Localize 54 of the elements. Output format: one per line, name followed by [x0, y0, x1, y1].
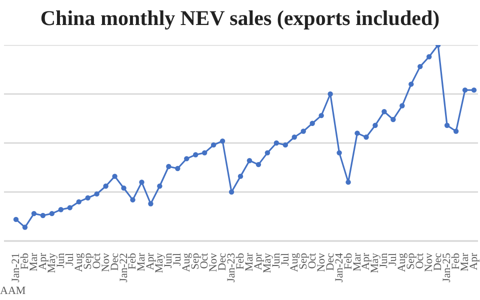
chart-title: China monthly NEV sales (exports included) — [39, 6, 441, 31]
point — [246, 158, 252, 164]
point — [346, 180, 351, 185]
x-tick-label: Apr — [468, 252, 480, 270]
point — [444, 122, 450, 128]
point — [76, 199, 82, 204]
point — [354, 130, 360, 136]
text: AAM — [0, 285, 26, 297]
point — [336, 150, 342, 156]
point — [372, 122, 378, 128]
point — [462, 87, 468, 93]
point — [22, 224, 28, 230]
point — [94, 191, 100, 197]
point — [202, 150, 208, 156]
point — [157, 184, 162, 189]
point — [13, 216, 19, 222]
point — [282, 142, 288, 148]
point — [67, 205, 72, 210]
point — [274, 140, 280, 146]
point — [426, 54, 432, 60]
point — [310, 120, 315, 126]
point — [148, 201, 154, 206]
point — [453, 128, 459, 134]
point — [264, 150, 270, 156]
point — [418, 64, 423, 70]
point — [103, 184, 108, 189]
point — [166, 164, 172, 170]
point — [228, 189, 234, 195]
point — [139, 180, 144, 185]
point — [31, 210, 37, 216]
point — [400, 103, 405, 108]
point — [184, 156, 190, 162]
point — [220, 138, 226, 144]
point — [390, 116, 396, 122]
point — [408, 82, 414, 87]
point — [292, 134, 297, 140]
point — [364, 134, 369, 140]
point — [112, 174, 118, 179]
point — [175, 166, 180, 172]
point — [382, 109, 387, 114]
point — [85, 195, 90, 200]
point — [256, 162, 262, 168]
point — [49, 210, 55, 216]
point — [130, 197, 136, 202]
point — [471, 87, 477, 93]
point — [328, 91, 333, 97]
point — [58, 207, 64, 212]
point — [210, 142, 216, 148]
point — [121, 185, 126, 191]
point — [40, 212, 46, 218]
point — [318, 112, 324, 118]
point — [300, 128, 306, 134]
point — [238, 174, 244, 179]
point — [193, 152, 198, 158]
